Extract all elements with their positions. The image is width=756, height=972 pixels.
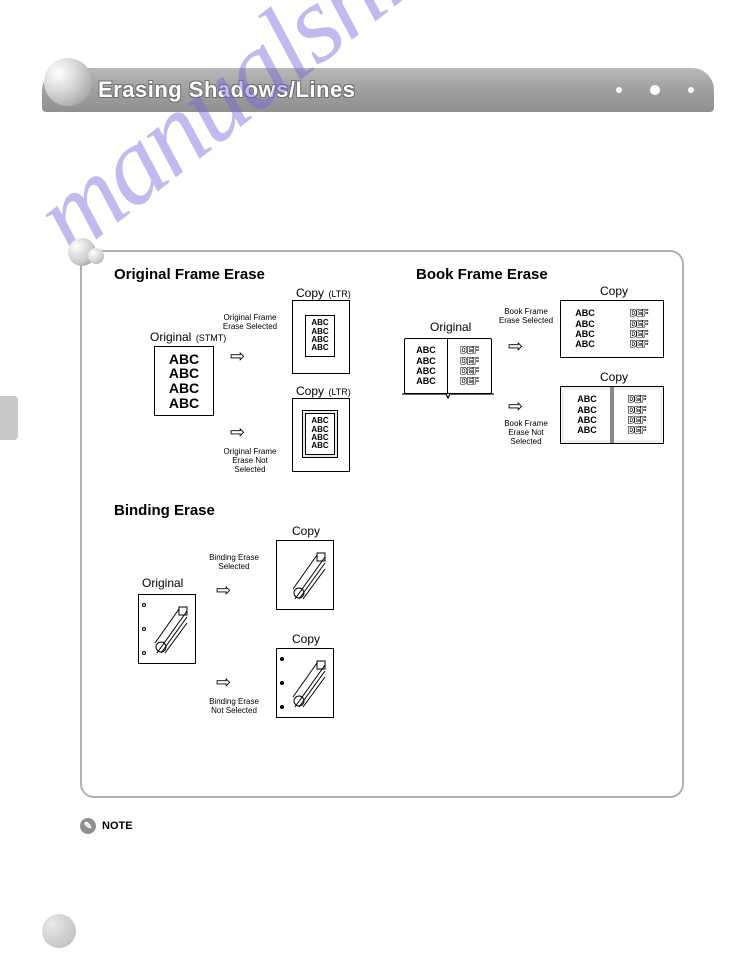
original-label-row: Original (STMT) [150, 328, 226, 346]
copy-label: Copy [600, 370, 628, 384]
copy-doc-not-selected: ABC ABC ABC ABC [292, 398, 350, 472]
binding-copy-selected [276, 540, 334, 610]
header-dots [616, 85, 694, 95]
page-header: Erasing Shadows/Lines [42, 68, 714, 112]
hole-icon [280, 705, 284, 709]
main-diagram-panel: Original Frame Erase Original (STMT) ABC… [80, 250, 684, 798]
book-page-right: DEF DEF DEF DEF [448, 338, 492, 394]
hole-icon [142, 603, 146, 607]
caption-selected: Original Frame Erase Selected [220, 314, 280, 332]
binding-holes [280, 657, 284, 709]
hole-icon [280, 681, 284, 685]
original-label: Original [430, 320, 471, 334]
binding-holes [142, 603, 146, 655]
caption-selected: Binding Erase Selected [206, 554, 262, 572]
copy-size: (LTR) [328, 289, 350, 299]
caption-not-selected: Binding Erase Not Selected [206, 698, 262, 716]
diagram-icon [291, 549, 329, 603]
diagram-icon [153, 603, 191, 657]
hole-icon [142, 627, 146, 631]
note-row: ✎ NOTE [80, 818, 133, 834]
original-doc: ABC ABC ABC ABC [154, 346, 214, 416]
binding-original [138, 594, 196, 664]
abc-text: ABC ABC ABC ABC [306, 316, 334, 356]
section-title-original-frame: Original Frame Erase [114, 266, 265, 283]
copy-size: (LTR) [328, 387, 350, 397]
arrow-right-icon: ⇨ [216, 580, 231, 601]
book-base-icon [400, 392, 496, 402]
copy-right: DEF DEF DEF DEF [614, 390, 660, 440]
hole-icon [280, 657, 284, 661]
abc-text: ABC ABC ABC ABC [155, 347, 213, 415]
book-copy-selected: ABC ABC ABC ABC DEF DEF DEF DEF [560, 300, 664, 358]
copy-doc-selected: ABC ABC ABC ABC [292, 300, 350, 374]
book-copy-not-selected: ABC ABC ABC ABC DEF DEF DEF DEF [560, 386, 664, 444]
arrow-right-icon: ⇨ [508, 336, 523, 357]
arrow-right-icon: ⇨ [508, 396, 523, 417]
original-label: Original [150, 330, 191, 344]
diagram-icon [291, 657, 329, 711]
arrow-right-icon: ⇨ [230, 346, 245, 367]
original-size: (STMT) [196, 333, 227, 343]
binding-copy-not-selected [276, 648, 334, 718]
side-tab [0, 396, 18, 440]
copy-label: Copy [600, 284, 628, 298]
copy-right: DEF DEF DEF DEF [615, 301, 663, 357]
original-label: Original [142, 576, 183, 590]
book-original: ABC ABC ABC ABC DEF DEF DEF DEF [404, 338, 492, 394]
hole-icon [142, 651, 146, 655]
copy-label: Copy [292, 632, 320, 646]
header-sphere-icon [44, 58, 92, 106]
section-title-book-frame: Book Frame Erase [416, 266, 548, 283]
section-title-binding: Binding Erase [114, 502, 215, 519]
copy-left: ABC ABC ABC ABC [564, 390, 610, 440]
dot-icon [650, 85, 660, 95]
note-label: NOTE [102, 820, 133, 832]
panel-bubble-icon [88, 248, 104, 264]
caption-not-selected: Original Frame Erase Not Selected [216, 448, 284, 474]
copy-label: Copy [292, 524, 320, 538]
copy-label: Copy [296, 384, 324, 398]
dot-icon [688, 87, 694, 93]
abc-text: ABC ABC ABC ABC [306, 414, 334, 454]
caption-not-selected: Book Frame Erase Not Selected [498, 420, 554, 446]
dot-icon [616, 87, 622, 93]
copy-label: Copy [296, 286, 324, 300]
copy-left: ABC ABC ABC ABC [561, 301, 609, 357]
arrow-right-icon: ⇨ [216, 672, 231, 693]
arrow-right-icon: ⇨ [230, 422, 245, 443]
footer-circle-icon [42, 914, 76, 948]
caption-selected: Book Frame Erase Selected [498, 308, 554, 326]
inner-doc: ABC ABC ABC ABC [305, 413, 335, 455]
inner-doc: ABC ABC ABC ABC [305, 315, 335, 357]
note-icon: ✎ [80, 818, 96, 834]
header-title: Erasing Shadows/Lines [98, 77, 355, 103]
watermark: manualshive.com [10, 0, 657, 280]
book-page-left: ABC ABC ABC ABC [404, 338, 448, 394]
